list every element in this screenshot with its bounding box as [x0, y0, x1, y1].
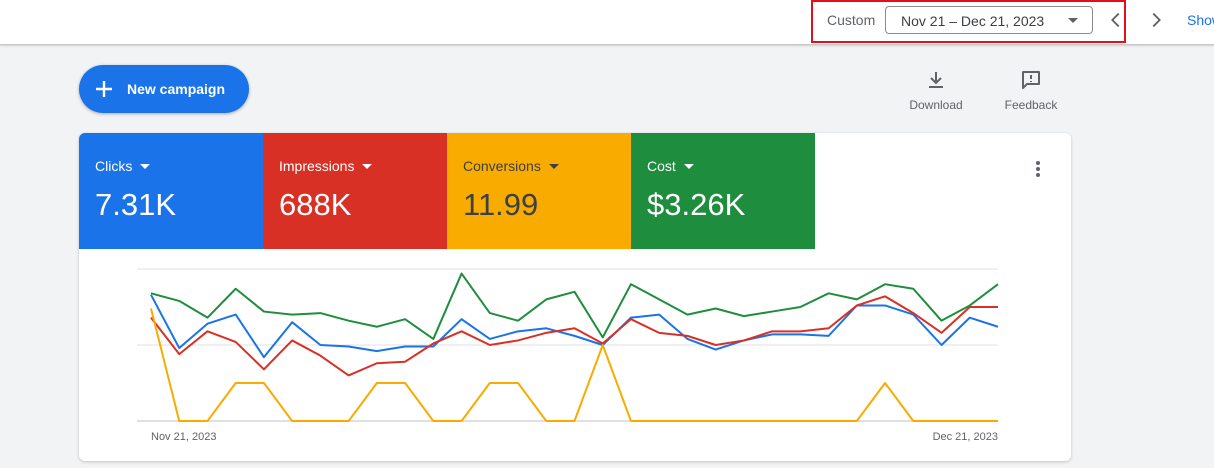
- download-label: Download: [909, 98, 963, 112]
- feedback-button[interactable]: Feedback: [1001, 68, 1061, 112]
- caret-down-icon: [683, 163, 694, 169]
- metric-name: Cost: [647, 158, 694, 174]
- x-axis-end-label: Dec 21, 2023: [933, 431, 998, 443]
- performance-card: Clicks 7.31K Impressions 688K Conversion…: [79, 133, 1071, 461]
- metric-value: 7.31K: [95, 187, 177, 222]
- top-bar: Custom Nov 21 – Dec 21, 2023 Show: [0, 0, 1214, 45]
- chevron-left-icon[interactable]: [1105, 9, 1127, 31]
- more-options-icon[interactable]: [1029, 159, 1047, 179]
- download-button[interactable]: Download: [906, 68, 966, 112]
- date-range-value: Nov 21 – Dec 21, 2023: [901, 13, 1045, 29]
- metric-name: Clicks: [95, 158, 151, 174]
- series-line-clicks: [150, 294, 999, 359]
- metric-cost[interactable]: Cost $3.26K: [631, 133, 815, 249]
- chevron-right-icon[interactable]: [1145, 9, 1167, 31]
- date-range-dropdown[interactable]: Nov 21 – Dec 21, 2023: [885, 6, 1093, 34]
- metric-value: 688K: [279, 187, 352, 222]
- caret-down-icon: [1068, 18, 1078, 23]
- series-line-impressions: [150, 295, 998, 377]
- metric-clicks[interactable]: Clicks 7.31K: [79, 133, 263, 249]
- caret-down-icon: [548, 163, 559, 169]
- x-axis-start-label: Nov 21, 2023: [151, 431, 216, 443]
- metric-value: $3.26K: [647, 187, 746, 222]
- metric-name: Conversions: [463, 158, 559, 174]
- performance-chart: Nov 21, 2023 Dec 21, 2023: [137, 268, 999, 443]
- new-campaign-label: New campaign: [127, 81, 226, 97]
- series-line-cost: [150, 272, 999, 340]
- series-line-conversions: [150, 308, 998, 422]
- date-range-highlight: [811, 0, 1126, 43]
- caret-down-icon: [140, 163, 151, 169]
- caret-down-icon: [362, 163, 373, 169]
- feedback-label: Feedback: [1004, 98, 1058, 112]
- show-link[interactable]: Show: [1187, 12, 1214, 28]
- metric-conversions[interactable]: Conversions 11.99: [447, 133, 631, 249]
- date-range-type-label: Custom: [827, 12, 876, 28]
- feedback-icon: [1022, 71, 1040, 89]
- new-campaign-button[interactable]: New campaign: [79, 65, 249, 113]
- metric-impressions[interactable]: Impressions 688K: [263, 133, 447, 249]
- metric-value: 11.99: [463, 187, 539, 222]
- metric-name: Impressions: [279, 158, 373, 174]
- download-icon: [929, 72, 943, 88]
- chart-series: [150, 272, 999, 422]
- plus-icon: [96, 81, 112, 97]
